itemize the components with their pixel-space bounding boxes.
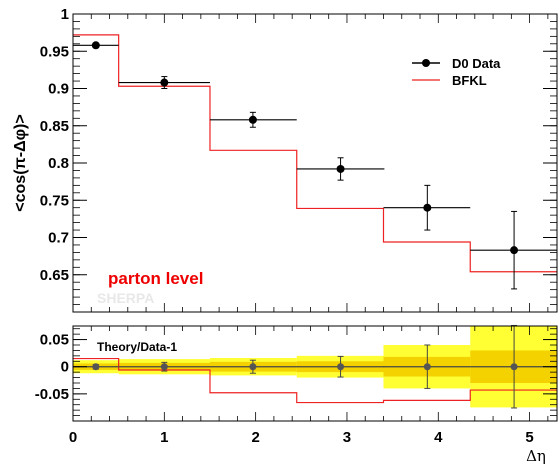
ratio-panel: -0.05 0 0.05 0 1 2 3 4 5 Theory/Data-1 Δη: [35, 324, 558, 465]
d0-data-points: [73, 41, 557, 290]
y-tick-label: 0.95: [40, 43, 69, 60]
ratio-plot-frame: [72, 325, 558, 422]
ratio-point: [92, 363, 100, 371]
data-point: [248, 115, 257, 124]
ratio-point: [337, 363, 345, 371]
x-tick-label: 3: [343, 429, 351, 446]
y-tick-label: 0.9: [48, 81, 69, 98]
x-tick-label: 0: [69, 429, 77, 446]
x-tick-label: 2: [251, 429, 259, 446]
ratio-bfkl-histogram: [73, 357, 557, 404]
y-tick-label: 0.85: [40, 118, 69, 135]
y-tick-label: 0.8: [48, 155, 69, 172]
x-tick-label: 4: [434, 429, 443, 446]
ratio-y-tick-label: 0: [61, 359, 69, 376]
y-tick-label: 1: [61, 6, 69, 23]
main-plot-frame: [72, 13, 558, 313]
ratio-point: [160, 363, 168, 371]
data-point: [160, 78, 169, 87]
main-panel: 0.65 0.7 0.75 0.8 0.85 0.9 0.95 1 <cos(π-Δφ)> D…: [12, 6, 558, 313]
y-axis-title: <cos(π-Δφ)>: [12, 114, 29, 211]
y-tick-label: 0.7: [48, 230, 69, 247]
x-tick-label: 1: [160, 429, 168, 446]
legend-d0-marker-point: [422, 59, 430, 67]
bfkl-histogram: [73, 34, 557, 273]
legend-d0-label: D0 Data: [452, 56, 501, 71]
data-point: [423, 203, 432, 212]
ratio-bfkl-line: [73, 357, 557, 404]
data-point: [91, 41, 100, 50]
annotation-parton-level: parton level: [108, 269, 203, 288]
ratio-point: [249, 363, 257, 371]
data-point: [510, 246, 519, 255]
x-axis-title: Δη: [526, 447, 546, 465]
ratio-y-tick-label: 0.05: [40, 332, 69, 349]
data-point: [336, 164, 345, 173]
ratio-point: [423, 363, 431, 371]
ratio-data-points: [73, 324, 557, 409]
x-tick-label: 5: [525, 429, 533, 446]
legend-bfkl-label: BFKL: [452, 73, 487, 88]
y-tick-label: 0.65: [40, 267, 69, 284]
ratio-axes: -0.05 0 0.05 0 1 2 3 4 5: [35, 326, 557, 446]
annotation-sherpa-watermark: SHERPA: [97, 290, 154, 306]
y-tick-label: 0.75: [40, 192, 69, 209]
bfkl-line: [73, 34, 557, 273]
main-axes: 0.65 0.7 0.75 0.8 0.85 0.9 0.95 1: [40, 6, 557, 313]
ratio-point: [510, 363, 518, 371]
legend: D0 Data BFKL: [412, 56, 501, 88]
ratio-title: Theory/Data-1: [97, 340, 177, 354]
ratio-y-tick-label: -0.05: [35, 386, 69, 403]
